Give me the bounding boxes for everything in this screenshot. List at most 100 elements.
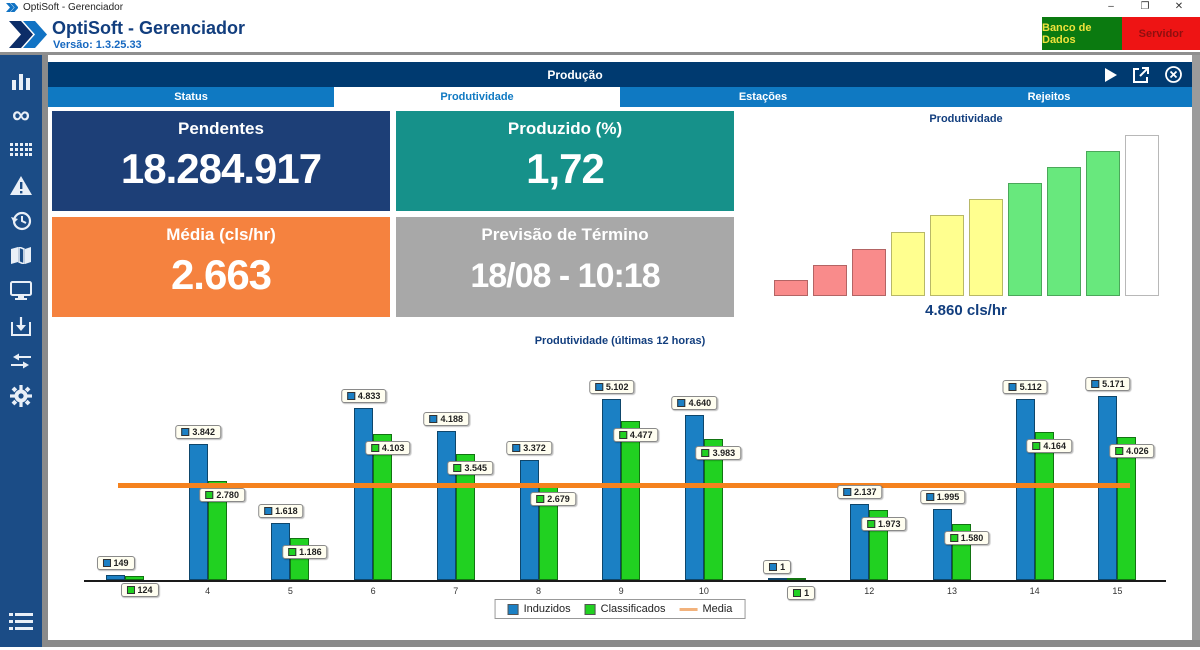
hourly-chart-title: Produtividade (últimas 12 horas) (534, 335, 706, 347)
app-header: OptiSoft - Gerenciador Versão: 1.3.25.33… (0, 14, 1200, 55)
induzidos-bar (188, 443, 208, 580)
x-tick-label: 5 (287, 586, 293, 596)
map-book-icon[interactable] (0, 238, 42, 273)
tab-status[interactable]: Status (48, 87, 334, 107)
classificados-value-label: 2.679 (530, 491, 576, 506)
gauge-caption: 4.860 cls/hr (925, 302, 1007, 319)
gauge-bar (812, 265, 847, 296)
legend-classificados: Classificados (584, 603, 665, 615)
history-icon[interactable] (0, 203, 42, 238)
kpi-previsao: Previsão de Término 18/08 - 10:18 (396, 217, 734, 317)
induzidos-bar (602, 398, 622, 580)
classificados-value-label: 1.973 (861, 516, 907, 531)
induzidos-swatch (1091, 380, 1100, 389)
x-tick-label: 7 (453, 586, 459, 596)
classificados-swatch (949, 533, 958, 542)
classificados-bar (1034, 432, 1054, 580)
induzidos-bar (1098, 396, 1118, 580)
kpi-value: 2.663 (170, 251, 272, 298)
induzidos-value-label: 1.618 (258, 503, 304, 518)
legend-induzidos: Induzidos (507, 603, 571, 615)
classificados-value-label: 3.545 (447, 461, 494, 476)
x-tick-label: 6 (370, 586, 376, 596)
classificados-value-label: 4.103 (364, 441, 411, 456)
induzidos-value-label: 149 (96, 555, 135, 570)
tab-bar: Status Produtividade Estações Rejeitos (48, 87, 1192, 107)
induzidos-value-label: 3.372 (506, 441, 552, 456)
classificados-bar (1117, 437, 1137, 580)
induzidos-bar (684, 415, 704, 580)
classificados-swatch (126, 585, 135, 594)
bar-chart-icon[interactable] (0, 63, 42, 98)
infinity-icon[interactable]: ∞ (12, 101, 30, 129)
induzidos-swatch (346, 392, 355, 401)
induzidos-swatch (843, 488, 852, 497)
maximize-icon[interactable]: ❐ (1140, 1, 1150, 12)
legend-media: Media (679, 603, 732, 615)
sidebar-divider (42, 55, 48, 647)
gauge-bar (890, 232, 925, 296)
brand-logo-icon (9, 21, 47, 48)
induzidos-swatch (512, 444, 521, 453)
classificados-swatch (536, 494, 545, 503)
induzidos-value-label: 3.842 (175, 424, 221, 439)
panel-header: Produção (48, 62, 1192, 87)
minimize-icon[interactable]: – (1108, 1, 1114, 12)
induzidos-bar (1015, 398, 1035, 580)
classificados-bar (621, 421, 641, 580)
induzidos-value-label: 1 (763, 559, 792, 574)
open-external-icon[interactable] (1133, 66, 1149, 83)
classificados-value-label: 4.026 (1109, 444, 1155, 459)
induzidos-bar (519, 460, 539, 580)
main-content: Produção Status Produtividade Estações R… (48, 55, 1192, 647)
gauge-bar (773, 280, 808, 296)
classificados-swatch (618, 431, 627, 440)
kpi-value: 18.284.917 (120, 145, 322, 192)
classificados-value-label: 3.983 (695, 445, 742, 460)
media-line (118, 482, 1130, 488)
classificados-value-label: 4.477 (612, 428, 659, 443)
hourly-plot: Induzidos Classificados Media 149 124 3.84… (48, 347, 1192, 639)
kpi-pendentes: Pendentes 18.284.917 (52, 111, 390, 211)
induzidos-swatch (181, 427, 190, 436)
induzidos-swatch (677, 399, 686, 408)
classificados-bar (373, 434, 393, 580)
server-status-button[interactable]: Servidor (1122, 17, 1200, 50)
induzidos-value-label: 2.137 (837, 485, 883, 500)
menu-list-icon[interactable] (0, 604, 42, 639)
hourly-chart: Produtividade (últimas 12 horas) Induzid… (48, 323, 1192, 643)
gauge-bar (1007, 183, 1042, 296)
classificados-swatch (793, 588, 802, 597)
tab-rejeitos[interactable]: Rejeitos (906, 87, 1192, 107)
induzidos-swatch (769, 562, 778, 571)
inbox-download-icon[interactable] (0, 308, 42, 343)
window-title: OptiSoft - Gerenciador (23, 1, 124, 13)
settings-gear-icon[interactable] (0, 378, 42, 413)
x-tick-label: 4 (205, 586, 211, 596)
tab-produtividade[interactable]: Produtividade (334, 87, 620, 107)
productivity-gauge: Produtividade 4.860 cls/hr (742, 111, 1190, 323)
database-status-button[interactable]: Banco de Dados (1042, 17, 1122, 50)
classificados-swatch (1032, 442, 1041, 451)
induzidos-value-label: 4.640 (671, 396, 718, 411)
grid-icon[interactable] (0, 133, 42, 168)
play-icon[interactable] (1105, 67, 1117, 82)
kpi-title: Produzido (%) (507, 119, 623, 138)
x-tick-label: 10 (698, 586, 709, 596)
monitor-icon[interactable] (0, 273, 42, 308)
classificados-value-label: 124 (120, 582, 159, 597)
bottom-gutter (42, 640, 1200, 647)
version-label: Versão: 1.3.25.33 (53, 39, 142, 51)
classificados-swatch (453, 464, 462, 473)
close-icon[interactable]: ✕ (1174, 1, 1184, 12)
warning-icon[interactable] (0, 168, 42, 203)
brand-title: OptiSoft - Gerenciador (52, 18, 246, 38)
induzidos-value-label: 5.171 (1085, 377, 1131, 392)
close-circle-icon[interactable] (1165, 66, 1182, 83)
x-tick-label: 15 (1112, 586, 1123, 596)
panel-title: Produção (547, 67, 603, 82)
merge-arrows-icon[interactable] (0, 343, 42, 378)
x-tick-label: 14 (1029, 586, 1040, 596)
induzidos-value-label: 5.112 (1002, 379, 1048, 394)
tab-estacoes[interactable]: Estações (620, 87, 906, 107)
